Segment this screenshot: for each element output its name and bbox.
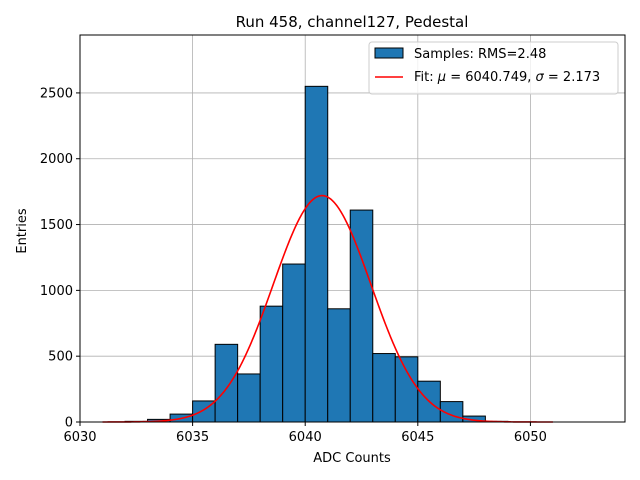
- histogram-bar: [304, 85, 329, 423]
- y-tick-label: 1000: [40, 284, 73, 299]
- x-tick-label: 6030: [63, 430, 96, 445]
- x-tick-label: 6040: [289, 430, 322, 445]
- legend-box: [368, 41, 619, 95]
- chart-title: Run 458, channel127, Pedestal: [236, 13, 469, 31]
- y-tick-label: 500: [48, 350, 73, 365]
- x-axis-label: ADC Counts: [313, 451, 391, 466]
- legend-fit-mu-value: = 6040.749,: [450, 70, 535, 85]
- histogram-bar: [259, 305, 284, 423]
- y-tick-label: 2000: [40, 152, 73, 167]
- y-tick-label: 0: [65, 416, 73, 431]
- histogram-bar: [282, 263, 306, 423]
- legend-samples-label: Samples: RMS=2.48: [414, 47, 546, 62]
- legend-samples-swatch: [374, 47, 404, 59]
- histogram-bar: [394, 356, 419, 423]
- x-tick-label: 6050: [514, 430, 547, 445]
- fit-curve: [102, 194, 553, 423]
- x-axis-ticks: 6030 6035 6040 6045 6050: [63, 422, 547, 445]
- fit-curve-group: [102, 194, 553, 423]
- histogram-bar: [237, 373, 261, 423]
- legend-fit-mu-symbol: μ: [437, 70, 446, 85]
- histogram-bar: [372, 353, 396, 423]
- y-axis-label: Entries: [15, 208, 30, 254]
- legend: Samples: RMS=2.48 Fit: μ = 6040.749, σ =…: [368, 41, 619, 95]
- x-tick-label: 6045: [401, 430, 434, 445]
- legend-fit-prefix: Fit:: [414, 70, 438, 85]
- y-axis-ticks: 0 500 1000 1500 2000 2500: [40, 86, 80, 431]
- legend-fit-sigma-symbol: σ: [536, 70, 545, 85]
- histogram-bar: [327, 308, 351, 423]
- y-tick-label: 1500: [40, 218, 73, 233]
- histogram-bar: [349, 209, 374, 423]
- legend-fit-sigma-value: = 2.173: [548, 70, 600, 85]
- plot-area-frame: [79, 34, 626, 423]
- legend-fit-label: Fit: μ = 6040.749, σ = 2.173: [414, 70, 600, 85]
- y-tick-label: 2500: [40, 86, 73, 101]
- x-tick-label: 6035: [176, 430, 209, 445]
- histogram-bar: [214, 343, 239, 423]
